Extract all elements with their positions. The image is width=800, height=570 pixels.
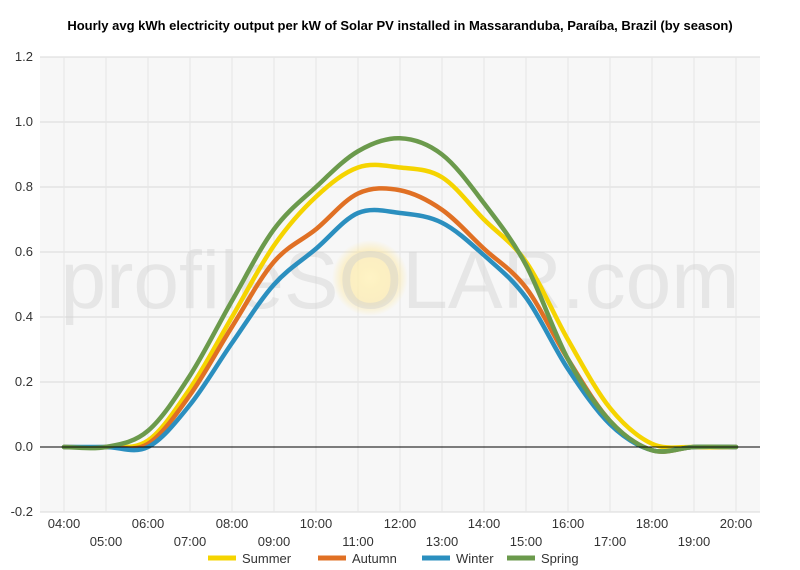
x-tick-label: 18:00 xyxy=(636,516,669,531)
x-tick-label: 12:00 xyxy=(384,516,417,531)
x-tick-label: 04:00 xyxy=(48,516,81,531)
x-tick-label: 11:00 xyxy=(342,534,374,549)
x-tick-label: 07:00 xyxy=(174,534,207,549)
legend-label-winter: Winter xyxy=(456,551,494,566)
x-tick-label: 06:00 xyxy=(132,516,165,531)
legend-label-autumn: Autumn xyxy=(352,551,397,566)
legend-label-summer: Summer xyxy=(242,551,292,566)
x-tick-label: 19:00 xyxy=(678,534,711,549)
y-tick-label: 1.0 xyxy=(15,114,33,129)
y-tick-label: 0.2 xyxy=(15,374,33,389)
chart-title: Hourly avg kWh electricity output per kW… xyxy=(67,18,733,33)
y-tick-label: 0.6 xyxy=(15,244,33,259)
watermark-text: profileSOLAR.com xyxy=(60,235,739,326)
y-tick-label: 1.2 xyxy=(15,49,33,64)
series-line-summer xyxy=(61,162,739,450)
y-tick-label: -0.2 xyxy=(11,504,33,519)
x-tick-label: 09:00 xyxy=(258,534,291,549)
legend-label-spring: Spring xyxy=(541,551,579,566)
watermark-sun xyxy=(332,240,408,316)
x-tick-label: 17:00 xyxy=(594,534,627,549)
x-tick-label: 15:00 xyxy=(510,534,543,549)
y-tick-label: 0.4 xyxy=(15,309,33,324)
x-tick-label: 16:00 xyxy=(552,516,585,531)
x-tick-label: 10:00 xyxy=(300,516,333,531)
x-tick-label: 20:00 xyxy=(720,516,753,531)
y-tick-label: 0.0 xyxy=(15,439,33,454)
x-tick-label: 05:00 xyxy=(90,534,123,549)
x-tick-label: 14:00 xyxy=(468,516,501,531)
x-tick-label: 08:00 xyxy=(216,516,249,531)
y-tick-label: 0.8 xyxy=(15,179,33,194)
series-line-spring xyxy=(61,135,739,454)
x-tick-label: 13:00 xyxy=(426,534,459,549)
